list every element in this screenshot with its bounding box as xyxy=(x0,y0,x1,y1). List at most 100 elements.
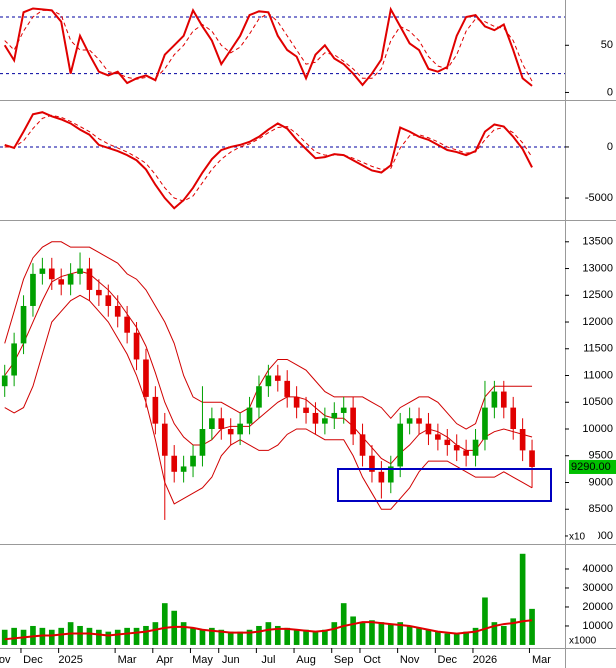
candle-body xyxy=(406,418,413,424)
line-series xyxy=(4,270,533,465)
volume-bar xyxy=(180,622,187,645)
volume-bar xyxy=(340,603,347,645)
candle-body xyxy=(491,391,498,408)
y-tick-label: 50 xyxy=(601,39,613,51)
y-tick-label: 10000 xyxy=(582,423,613,435)
y-tick-label: 0 xyxy=(607,86,613,98)
volume-bar xyxy=(293,629,300,645)
x-tick-label: Aug xyxy=(296,654,316,666)
volume-bar xyxy=(114,629,121,645)
volume-bar xyxy=(500,625,507,645)
candle-body xyxy=(30,273,36,306)
candle-body xyxy=(39,268,46,274)
candle-body xyxy=(397,423,404,467)
volume-bar xyxy=(369,620,375,645)
volume-bar xyxy=(482,597,488,645)
candle-body xyxy=(274,375,281,381)
candle-body xyxy=(529,450,535,467)
volume-bar xyxy=(378,622,385,645)
multiplier-bg xyxy=(568,634,598,647)
volume-bar xyxy=(11,627,17,645)
x-tick-label: 2026 xyxy=(473,654,497,666)
volume-bar xyxy=(387,624,394,645)
candle-body xyxy=(67,273,74,285)
y-tick-label: 10000 xyxy=(582,620,613,632)
volume-bar xyxy=(312,631,319,645)
y-tick-label: 0 xyxy=(607,141,613,153)
candle-body xyxy=(500,391,507,408)
candle-body xyxy=(444,439,451,446)
volume-bar xyxy=(133,627,140,645)
last-price-label: 9290.00 xyxy=(571,461,611,473)
volume-bar xyxy=(397,622,404,645)
last-price-box xyxy=(569,459,616,474)
y-tick-label: 12500 xyxy=(582,289,613,301)
candle-body xyxy=(227,429,234,435)
candle-body xyxy=(20,305,27,344)
volume-bar xyxy=(331,622,338,645)
x-tick-label: Jul xyxy=(261,654,275,666)
y-tick-label: 10500 xyxy=(582,396,613,408)
candle-body xyxy=(416,418,422,424)
x-tick-label: Apr xyxy=(156,654,173,666)
candle-body xyxy=(265,375,272,387)
candle-body xyxy=(133,332,140,360)
candle-body xyxy=(143,359,149,397)
volume-bar xyxy=(435,631,441,645)
candle-body xyxy=(331,412,338,419)
candle-body xyxy=(435,434,441,440)
y-tick-label: 8500 xyxy=(589,503,613,515)
volume-bar xyxy=(416,627,422,645)
y-tick-label: 9000 xyxy=(589,476,613,488)
volume-bar xyxy=(246,629,253,645)
candle-body xyxy=(340,407,347,413)
candle-body xyxy=(359,434,366,456)
candle-body xyxy=(58,279,65,285)
x-tick-label: Sep xyxy=(334,654,354,666)
y-tick-label: 30000 xyxy=(582,582,613,594)
volume-bar xyxy=(105,631,112,645)
x-tick-label: Mar xyxy=(532,654,551,666)
volume-bar xyxy=(199,629,206,645)
y-tick-label: 13000 xyxy=(582,262,613,274)
candle-body xyxy=(482,407,488,440)
volume-bar xyxy=(190,627,196,645)
volume-bar xyxy=(161,603,168,645)
volume-bar xyxy=(303,629,309,645)
volume-bar xyxy=(510,618,517,645)
y-tick-label: 40000 xyxy=(582,563,613,575)
volume-bar xyxy=(519,553,526,645)
x-tick-label: May xyxy=(192,654,213,666)
candle-body xyxy=(425,423,432,435)
volume-bar xyxy=(453,633,460,645)
candle-body xyxy=(105,295,112,306)
volume-bar xyxy=(425,629,432,645)
volume-bar xyxy=(359,622,366,645)
volume-bar xyxy=(529,608,535,645)
x-tick-label: Jun xyxy=(222,654,240,666)
candle-body xyxy=(152,396,159,424)
line-series xyxy=(4,9,533,82)
candle-body xyxy=(472,439,479,456)
candle-body xyxy=(171,455,178,472)
candle-body xyxy=(293,396,300,408)
candle-body xyxy=(303,407,309,413)
volume-bar xyxy=(58,627,65,645)
multiplier-bg xyxy=(568,530,598,543)
candle-body xyxy=(453,445,460,451)
volume-bar xyxy=(284,627,291,645)
candle-body xyxy=(114,305,121,317)
axis-multiplier: x10 xyxy=(569,532,586,543)
candle-body xyxy=(510,407,517,429)
line-series xyxy=(4,114,533,202)
volume-bar xyxy=(209,627,215,645)
candle-body xyxy=(124,316,130,333)
x-tick-label: ov xyxy=(0,654,11,666)
x-tick-label: 2025 xyxy=(58,654,82,666)
volume-bar xyxy=(143,625,149,645)
y-tick-label: -5000 xyxy=(585,192,613,204)
volume-bar xyxy=(48,629,55,645)
